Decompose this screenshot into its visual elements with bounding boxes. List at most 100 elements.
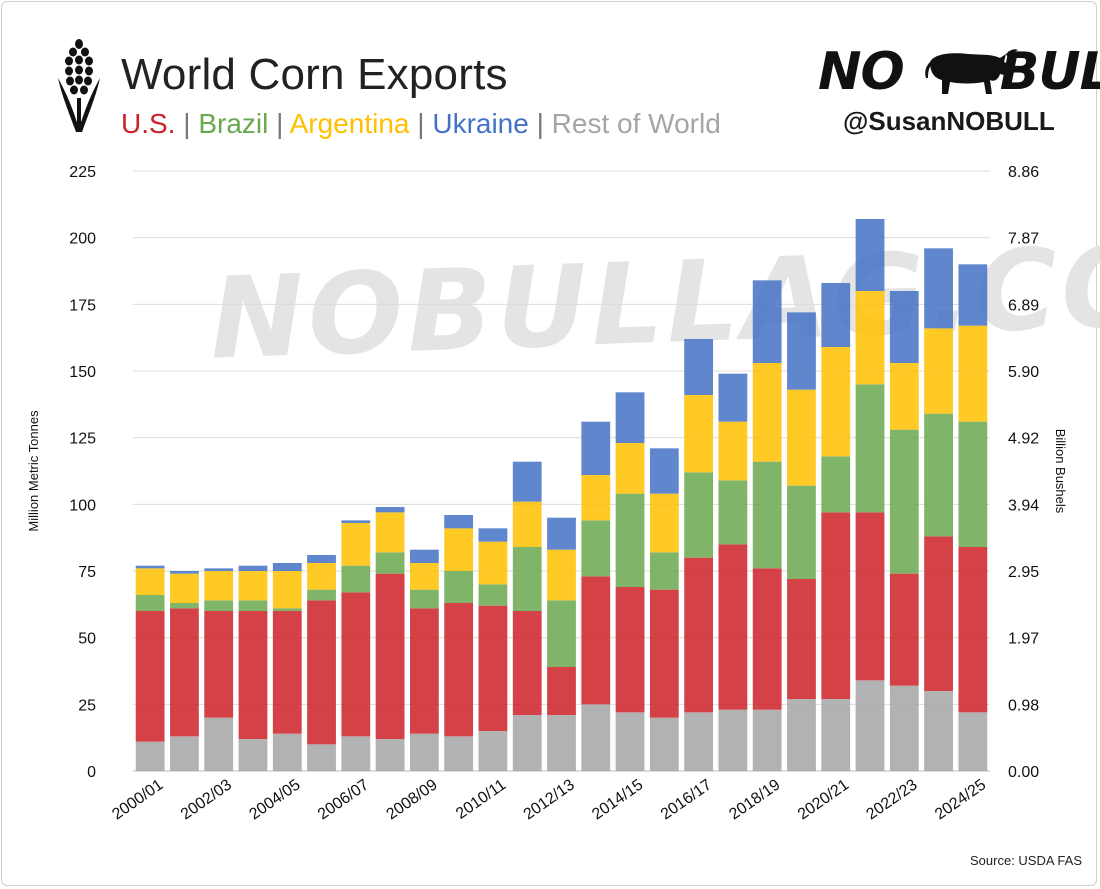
x-tick-label: 2016/17 [658, 776, 715, 823]
bar-u-s- [855, 512, 885, 681]
bar-brazil [512, 547, 542, 611]
y-axis-title: Million Metric Tonnes [26, 410, 41, 532]
bar-u-s- [512, 611, 542, 715]
y2-tick-label: 1.97 [1008, 631, 1039, 648]
bar-u-s- [821, 512, 851, 699]
bar-brazil [718, 480, 748, 545]
bar-rest-of-world [718, 709, 748, 771]
legend-item-u-s: U.S. [121, 108, 176, 139]
bar-brazil [170, 603, 199, 609]
x-tick-label: 2022/23 [863, 776, 920, 823]
bar-ukraine [547, 517, 576, 550]
bar-ukraine [855, 219, 885, 291]
bar-u-s- [238, 611, 268, 739]
y2-tick-label: 5.90 [1008, 364, 1039, 381]
bar-argentina [889, 363, 919, 430]
bar-ukraine [787, 312, 816, 390]
legend-separator: | [409, 108, 433, 139]
bar-u-s- [958, 547, 988, 713]
brand-logo: NOBULL [818, 42, 1100, 102]
bar-u-s- [272, 611, 302, 734]
bar-u-s- [615, 587, 645, 713]
legend-item-rest-of-world: Rest of World [551, 108, 721, 139]
bar-rest-of-world [238, 739, 268, 771]
bar-ukraine [444, 515, 474, 529]
x-tick-label: 2024/25 [932, 776, 989, 823]
bar-argentina [135, 568, 165, 595]
y2-axis-title: Billion Bushels [1053, 429, 1068, 514]
bar-ukraine [512, 461, 542, 502]
bar-u-s- [478, 605, 508, 731]
bar-rest-of-world [615, 712, 645, 771]
bar-argentina [272, 571, 302, 609]
bar-rest-of-world [684, 712, 714, 771]
bull-icon [925, 49, 1018, 94]
y2-tick-label: 0.00 [1008, 764, 1039, 781]
bar-argentina [204, 571, 234, 601]
y-tick-label: 150 [69, 364, 96, 381]
bar-u-s- [341, 592, 371, 737]
bar-argentina [855, 291, 885, 385]
y-tick-label: 100 [69, 497, 96, 514]
x-tick-label: 2006/07 [315, 776, 372, 823]
bar-rest-of-world [787, 699, 816, 771]
bar-rest-of-world [855, 680, 885, 771]
bar-ukraine [341, 520, 371, 523]
bar-brazil [649, 552, 679, 590]
bar-rest-of-world [135, 741, 165, 771]
bar-u-s- [204, 611, 234, 718]
x-tick-label: 2010/11 [453, 776, 509, 822]
social-handle: @SusanNOBULL [843, 106, 1055, 136]
bar-ukraine [684, 339, 714, 395]
y-tick-label: 75 [78, 564, 96, 581]
bar-rest-of-world [272, 733, 302, 771]
bars [135, 219, 988, 771]
bar-argentina [649, 493, 679, 553]
y2-tick-label: 3.94 [1008, 497, 1039, 514]
bar-u-s- [889, 573, 919, 686]
bar-u-s- [444, 603, 474, 737]
bar-argentina [478, 541, 508, 585]
bar-ukraine [307, 555, 336, 563]
bar-ukraine [135, 565, 165, 569]
bar-ukraine [272, 563, 302, 571]
bar-ukraine [924, 248, 953, 329]
bar-brazil [958, 421, 988, 547]
bar-rest-of-world [170, 736, 199, 771]
bar-rest-of-world [478, 731, 508, 771]
chart-title: World Corn Exports [121, 50, 508, 99]
bar-brazil [478, 584, 508, 606]
bar-argentina [615, 443, 645, 494]
bar-rest-of-world [752, 709, 782, 771]
bar-u-s- [170, 608, 199, 737]
bar-brazil [272, 608, 302, 611]
y-tick-label: 50 [78, 631, 96, 648]
bar-rest-of-world [512, 715, 542, 771]
y2-tick-label: 0.98 [1008, 697, 1039, 714]
y-tick-label: 200 [69, 231, 96, 248]
bar-brazil [787, 485, 816, 579]
bar-rest-of-world [341, 736, 371, 771]
bar-u-s- [409, 608, 439, 734]
bar-ukraine [889, 291, 919, 363]
bar-ukraine [409, 549, 439, 563]
x-tick-label: 2018/19 [726, 776, 783, 823]
x-tick-label: 2002/03 [178, 776, 235, 823]
bar-brazil [752, 461, 782, 569]
bar-rest-of-world [958, 712, 988, 771]
bar-u-s- [752, 568, 782, 710]
y-tick-label: 25 [78, 697, 96, 714]
bar-brazil [204, 600, 234, 611]
bar-rest-of-world [889, 685, 919, 771]
bar-brazil [889, 429, 919, 574]
x-tick-label: 2008/09 [384, 776, 441, 823]
bar-u-s- [307, 600, 336, 745]
bar-rest-of-world [581, 704, 611, 771]
x-tick-label: 2020/21 [795, 776, 852, 823]
bar-brazil [341, 565, 371, 593]
bar-argentina [821, 347, 851, 457]
bar-ukraine [615, 392, 645, 443]
bar-argentina [581, 475, 611, 521]
y-tick-label: 175 [69, 297, 96, 314]
bar-rest-of-world [649, 717, 679, 771]
